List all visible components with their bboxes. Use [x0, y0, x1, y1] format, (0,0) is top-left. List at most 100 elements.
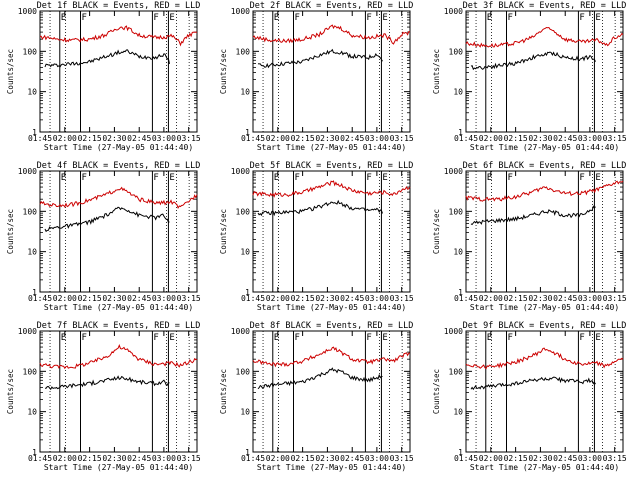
chart-panel: Det 3f BLACK = Events, RED = LLD 1 10 100 10…	[432, 1, 627, 152]
plot-frame	[252, 170, 411, 293]
x-tick-label: 02:30	[528, 454, 552, 463]
x-tick-label: 02:30	[528, 134, 552, 143]
chart-panel: Det 2f BLACK = Events, RED = LLD 1 10 100 10…	[219, 1, 414, 152]
flag-label: F	[508, 333, 513, 343]
y-tick-label: 1	[458, 448, 463, 457]
x-axis-label: Start Time (27-May-05 01:44:40)	[44, 143, 193, 152]
y-tick-label: 1000	[18, 167, 37, 176]
flag-label: F	[82, 173, 87, 183]
y-tick-label: 1	[245, 448, 250, 457]
y-tick-label: 1	[245, 128, 250, 137]
x-axis-label: Start Time (27-May-05 01:44:40)	[257, 143, 406, 152]
flag-label: F	[366, 13, 371, 23]
plot-frame	[465, 10, 624, 133]
flag-label: E	[169, 173, 174, 183]
flag-label: F	[366, 173, 371, 183]
plot-frame	[39, 10, 198, 133]
x-tick-label: 02:30	[315, 134, 339, 143]
x-tick-label: 02:00	[479, 134, 503, 143]
x-tick-label: 01:45	[28, 294, 52, 303]
x-tick-label: 02:30	[315, 294, 339, 303]
events-series-line	[258, 50, 394, 68]
lld-series-line	[39, 186, 198, 210]
x-tick-label: 03:00	[152, 134, 176, 143]
x-tick-label: 01:45	[454, 134, 478, 143]
x-tick-label: 02:45	[340, 134, 364, 143]
chart-panel: Det 4f BLACK = Events, RED = LLD 1 10 100 10…	[6, 161, 201, 312]
x-tick-label: 02:00	[479, 454, 503, 463]
x-tick-label: 02:30	[102, 134, 126, 143]
x-tick-label: 02:00	[53, 134, 77, 143]
chart-title: Det 3f BLACK = Events, RED = LLD	[463, 1, 627, 11]
flag-label: E	[61, 13, 66, 23]
x-tick-label: 01:45	[454, 454, 478, 463]
y-tick-label: 10	[453, 248, 463, 257]
lld-series-line	[39, 344, 198, 370]
flag-label: F	[153, 333, 158, 343]
x-tick-label: 03:00	[152, 454, 176, 463]
x-tick-label: 02:45	[127, 454, 151, 463]
x-tick-label: 01:45	[241, 294, 265, 303]
x-axis-label: Start Time (27-May-05 01:44:40)	[470, 143, 619, 152]
chart-panel: Det 9f BLACK = Events, RED = LLD 1 10 100 10…	[432, 321, 627, 472]
x-tick-label: 02:00	[266, 454, 290, 463]
x-tick-label: 02:15	[291, 294, 315, 303]
lld-series-line	[252, 180, 411, 198]
y-axis-label: Counts/sec	[432, 49, 441, 94]
flag-label: E	[274, 333, 279, 343]
flag-label: E	[382, 13, 387, 23]
chart-panel: Det 8f BLACK = Events, RED = LLD 1 10 100 10…	[219, 321, 414, 472]
y-tick-label: 100	[236, 367, 251, 376]
flag-label: E	[595, 13, 600, 23]
chart-panel: Det 5f BLACK = Events, RED = LLD 1 10 100 10…	[219, 161, 414, 312]
x-tick-label: 02:45	[553, 454, 577, 463]
flag-label: E	[487, 13, 492, 23]
flag-label: F	[153, 173, 158, 183]
x-tick-label: 02:45	[340, 294, 364, 303]
events-series-line	[45, 50, 181, 67]
x-tick-label: 02:15	[504, 454, 528, 463]
chart-title: Det 8f BLACK = Events, RED = LLD	[250, 321, 414, 331]
y-axis-label: Counts/sec	[6, 369, 15, 414]
flag-label: F	[508, 173, 513, 183]
x-tick-label: 03:15	[177, 454, 201, 463]
plot-frame	[39, 330, 198, 453]
y-tick-label: 100	[449, 47, 464, 56]
y-tick-label: 10	[240, 248, 250, 257]
x-tick-label: 02:30	[315, 454, 339, 463]
events-series-line	[471, 377, 607, 389]
lld-series-line	[465, 347, 624, 370]
x-axis-label: Start Time (27-May-05 01:44:40)	[257, 303, 406, 312]
x-tick-label: 02:30	[102, 454, 126, 463]
x-tick-label: 01:45	[28, 454, 52, 463]
x-tick-label: 02:45	[127, 294, 151, 303]
x-tick-label: 03:15	[603, 294, 627, 303]
x-tick-label: 03:00	[578, 134, 602, 143]
y-tick-label: 1	[32, 448, 37, 457]
x-tick-label: 03:15	[390, 454, 414, 463]
x-tick-label: 02:15	[504, 134, 528, 143]
y-tick-label: 1000	[18, 327, 37, 336]
x-tick-label: 03:00	[365, 454, 389, 463]
x-tick-label: 01:45	[454, 294, 478, 303]
y-tick-label: 100	[236, 207, 251, 216]
chart-title: Det 4f BLACK = Events, RED = LLD	[37, 161, 201, 171]
x-tick-label: 01:45	[28, 134, 52, 143]
y-axis-label: Counts/sec	[6, 49, 15, 94]
flag-label: E	[169, 13, 174, 23]
flag-label: E	[382, 333, 387, 343]
flag-label: F	[579, 333, 584, 343]
x-axis-label: Start Time (27-May-05 01:44:40)	[470, 303, 619, 312]
y-tick-label: 10	[27, 248, 37, 257]
x-tick-label: 02:15	[78, 454, 102, 463]
x-axis-label: Start Time (27-May-05 01:44:40)	[44, 303, 193, 312]
flag-label: E	[487, 173, 492, 183]
chart-panel: Det 7f BLACK = Events, RED = LLD 1 10 100 10…	[6, 321, 201, 472]
chart-title: Det 9f BLACK = Events, RED = LLD	[463, 321, 627, 331]
x-tick-label: 02:45	[340, 454, 364, 463]
flag-label: F	[295, 13, 300, 23]
y-axis-label: Counts/sec	[6, 209, 15, 254]
x-tick-label: 02:30	[528, 294, 552, 303]
chart-title: Det 1f BLACK = Events, RED = LLD	[37, 1, 201, 11]
